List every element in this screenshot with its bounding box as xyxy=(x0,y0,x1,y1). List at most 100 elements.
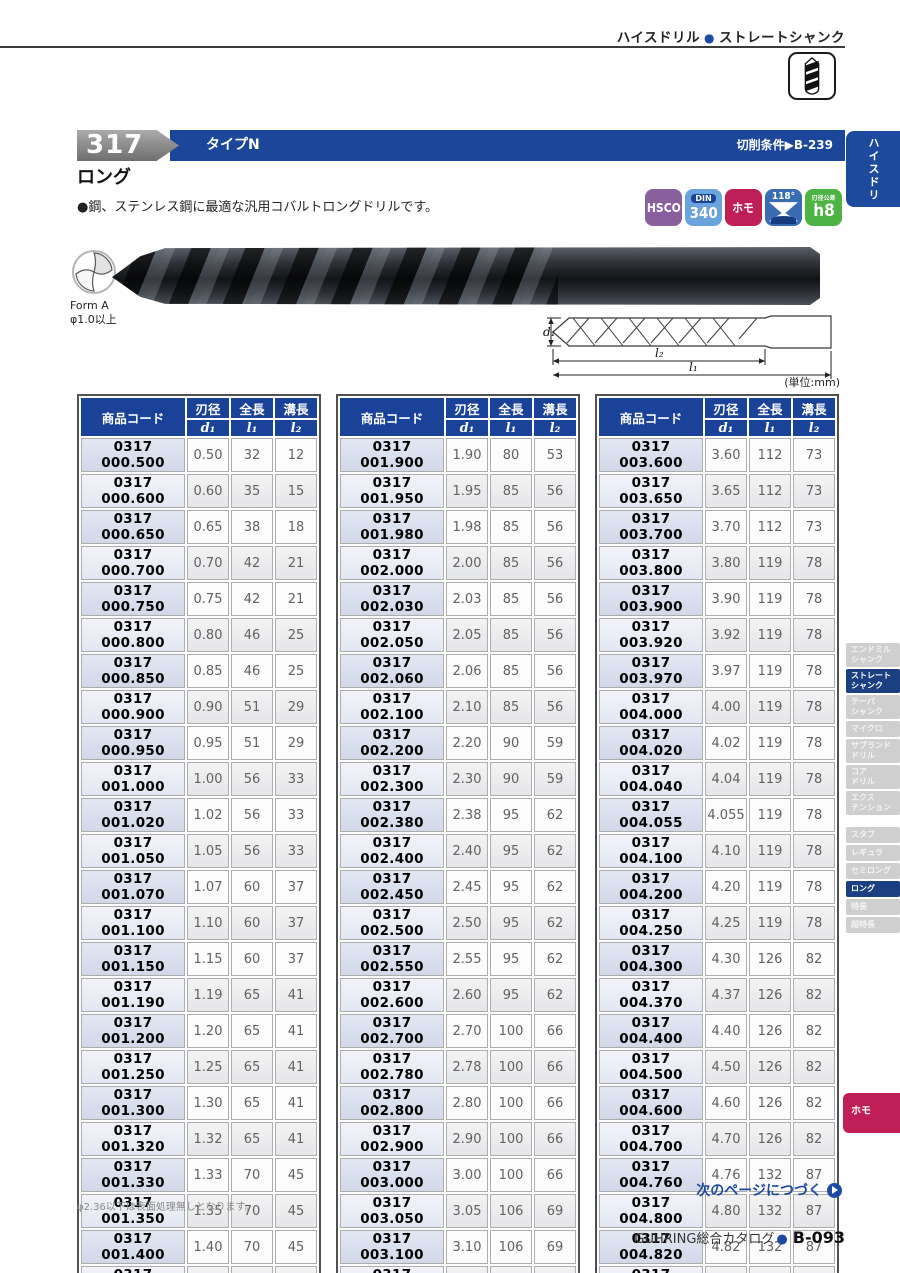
product-code-cell: 0317 002.380 xyxy=(340,798,444,832)
value-cell: 45 xyxy=(275,1194,317,1228)
value-cell: 45 xyxy=(275,1230,317,1264)
value-cell: 2.90 xyxy=(446,1122,488,1156)
product-code-cell: 0317 002.300 xyxy=(340,762,444,796)
sidebar-item-エンドミルシャンク[interactable]: エンドミル シャンク xyxy=(846,643,900,667)
table-row: 0317 003.000 3.00 100 66 xyxy=(340,1158,576,1192)
value-cell: 3.92 xyxy=(705,618,747,652)
value-cell: 0.95 xyxy=(187,726,229,760)
value-cell: 70 xyxy=(231,1158,273,1192)
value-cell: 32 xyxy=(231,438,273,472)
value-cell: 87 xyxy=(793,1158,835,1192)
value-cell: 100 xyxy=(490,1014,532,1048)
sidebar-item-サブランドドリル[interactable]: サブランド ドリル xyxy=(846,739,900,763)
value-cell: 0.50 xyxy=(187,438,229,472)
sidebar-item-ロング[interactable]: ロング xyxy=(846,881,900,897)
product-code-cell: 0317 004.250 xyxy=(599,906,703,940)
value-cell: 132 xyxy=(749,1266,791,1273)
column-subheader-d1: d₁ xyxy=(705,420,747,436)
column-header-product-code: 商品コード xyxy=(340,398,444,436)
value-cell: 73 xyxy=(793,474,835,508)
value-cell: 4.70 xyxy=(705,1122,747,1156)
product-code-cell: 0317 001.900 xyxy=(340,438,444,472)
value-cell: 1.98 xyxy=(446,510,488,544)
value-cell: 12 xyxy=(275,438,317,472)
sidebar-item-レギュラ[interactable]: レギュラ xyxy=(846,845,900,861)
value-cell: 70 xyxy=(231,1266,273,1273)
product-code-cell: 0317 000.600 xyxy=(81,474,185,508)
value-cell: 3.00 xyxy=(446,1158,488,1192)
value-cell: 56 xyxy=(231,762,273,796)
table-row: 0317 004.370 4.37 126 82 xyxy=(599,978,835,1012)
table-row: 0317 003.600 3.60 112 73 xyxy=(599,438,835,472)
value-cell: 25 xyxy=(275,654,317,688)
value-cell: 69 xyxy=(534,1194,576,1228)
value-cell: 15 xyxy=(275,474,317,508)
value-cell: 4.04 xyxy=(705,762,747,796)
value-cell: 82 xyxy=(793,942,835,976)
column-subheader-l1: l₁ xyxy=(749,420,791,436)
table-row: 0317 001.000 1.00 56 33 xyxy=(81,762,317,796)
value-cell: 62 xyxy=(534,942,576,976)
product-code-cell: 0317 002.000 xyxy=(340,546,444,580)
value-cell: 87 xyxy=(793,1194,835,1228)
homo-badge-label: ホモ xyxy=(732,201,755,215)
footer-dot-icon: ● xyxy=(776,1232,788,1247)
product-code-cell: 0317 002.400 xyxy=(340,834,444,868)
column-subheader-d1: d₁ xyxy=(446,420,488,436)
value-cell: 29 xyxy=(275,690,317,724)
product-code-cell: 0317 000.900 xyxy=(81,690,185,724)
table-row: 0317 001.400 1.40 70 45 xyxy=(81,1230,317,1264)
sidebar-item-スタブ[interactable]: スタブ xyxy=(846,827,900,843)
value-cell: 1.00 xyxy=(187,762,229,796)
value-cell: 21 xyxy=(275,582,317,616)
column-header-diameter: 刃径 xyxy=(446,398,488,418)
value-cell: 119 xyxy=(749,834,791,868)
value-cell: 4.80 xyxy=(705,1194,747,1228)
product-code-cell: 0317 004.850 xyxy=(599,1266,703,1273)
category-tab-vertical[interactable]: ハイスドリル xyxy=(813,131,900,207)
breadcrumb: ハイスドリル ● ストレートシャンク xyxy=(617,26,845,46)
value-cell: 90 xyxy=(490,726,532,760)
value-cell: 95 xyxy=(490,942,532,976)
value-cell: 0.70 xyxy=(187,546,229,580)
value-cell: 33 xyxy=(275,834,317,868)
value-cell: 1.19 xyxy=(187,978,229,1012)
table-row: 0317 001.950 1.95 85 56 xyxy=(340,474,576,508)
sidebar-item-超特長[interactable]: 超特長 xyxy=(846,917,900,933)
sidebar-item-マイクロ[interactable]: マイクロ xyxy=(846,721,900,737)
cutting-conditions-link[interactable]: 切削条件▶B-239 xyxy=(736,138,833,152)
sidebar-item-ストレートシャンク[interactable]: ストレート シャンク xyxy=(846,669,900,693)
sidebar-item-特長[interactable]: 特長 xyxy=(846,899,900,915)
sidebar-item-セミロング[interactable]: セミロング xyxy=(846,863,900,879)
next-page-link[interactable]: 次のページにつづく xyxy=(696,1180,842,1200)
din-340-badge: DIN 340 xyxy=(685,189,722,226)
sidebar-item-コアドリル[interactable]: コア ドリル xyxy=(846,765,900,789)
title-band: タイプN 切削条件▶B-239 xyxy=(170,130,845,161)
product-code-cell: 0317 000.800 xyxy=(81,618,185,652)
product-code-cell: 0317 003.970 xyxy=(599,654,703,688)
value-cell: 126 xyxy=(749,978,791,1012)
value-cell: 4.20 xyxy=(705,870,747,904)
sidebar-item-エクステンション[interactable]: エクス テンション xyxy=(846,791,900,815)
column-subheader-l1: l₁ xyxy=(231,420,273,436)
value-cell: 82 xyxy=(793,1014,835,1048)
hsco-badge-label: HSCO xyxy=(646,200,681,215)
value-cell: 73 xyxy=(793,438,835,472)
sidebar-item-テーパシャンク[interactable]: テーパ シャンク xyxy=(846,695,900,719)
form-a-title: Form A xyxy=(70,299,109,312)
value-cell: 3.80 xyxy=(705,546,747,580)
product-code-cell: 0317 001.150 xyxy=(81,942,185,976)
product-code-cell: 0317 002.450 xyxy=(340,870,444,904)
table-row: 0317 001.320 1.32 65 41 xyxy=(81,1122,317,1156)
product-code-cell: 0317 000.750 xyxy=(81,582,185,616)
homo-side-tag[interactable]: ホモ xyxy=(843,1093,900,1133)
value-cell: 119 xyxy=(749,690,791,724)
value-cell: 65 xyxy=(231,1086,273,1120)
drill-icon xyxy=(804,57,820,95)
product-code-cell: 0317 000.850 xyxy=(81,654,185,688)
value-cell: 69 xyxy=(534,1230,576,1264)
value-cell: 66 xyxy=(534,1050,576,1084)
value-cell: 59 xyxy=(534,726,576,760)
value-cell: 2.45 xyxy=(446,870,488,904)
